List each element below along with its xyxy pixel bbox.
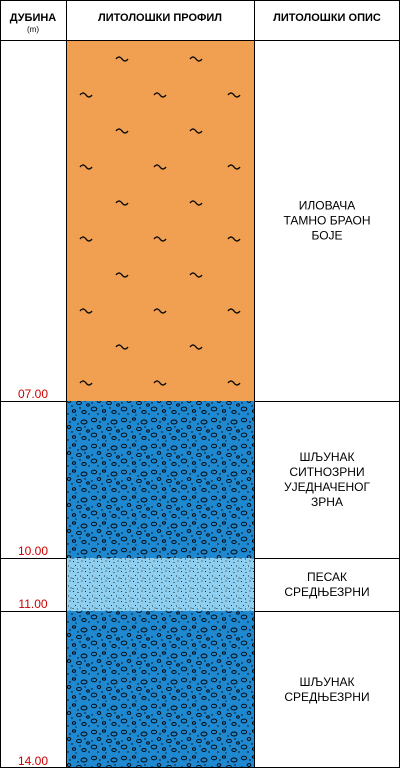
layer-clay	[66, 40, 254, 401]
description-column-header: ЛИТОЛОШКИ ОПИС	[273, 12, 381, 24]
layer-description-line: ИЛОВАЧА	[299, 199, 356, 213]
layer-sand	[66, 558, 254, 611]
depth-label: 10.00	[18, 544, 48, 558]
layer-description-line: ПЕСАК	[307, 570, 347, 584]
layer-fine-gravel	[66, 401, 254, 558]
layer-description-line: ТАМНО БРАОН	[283, 214, 370, 228]
depth-label: 11.00	[18, 597, 47, 611]
layer-description-line: ШЉУНАК	[300, 675, 355, 689]
depth-column-header: ДУБИНА	[10, 12, 57, 24]
layer-description-line: СРЕДЊЕЗРНИ	[284, 585, 369, 599]
layer-description-line: СИТНОЗРНИ	[289, 465, 364, 479]
layer-description-line: БОЈЕ	[311, 229, 342, 243]
layer-description-line: ЗРНА	[311, 495, 343, 509]
depth-label: 14.00	[18, 754, 48, 768]
layer-medium-gravel	[66, 611, 254, 768]
layer-description-line: СРЕДЊЕЗРНИ	[284, 690, 369, 704]
depth-label: 07.00	[18, 387, 48, 401]
depth-unit-label: (m)	[27, 25, 39, 34]
profile-column-header: ЛИТОЛОШКИ ПРОФИЛ	[98, 12, 222, 24]
layer-description-line: ШЉУНАК	[300, 450, 355, 464]
layer-description-line: УЈЕДНАЧЕНОГ	[284, 480, 370, 494]
